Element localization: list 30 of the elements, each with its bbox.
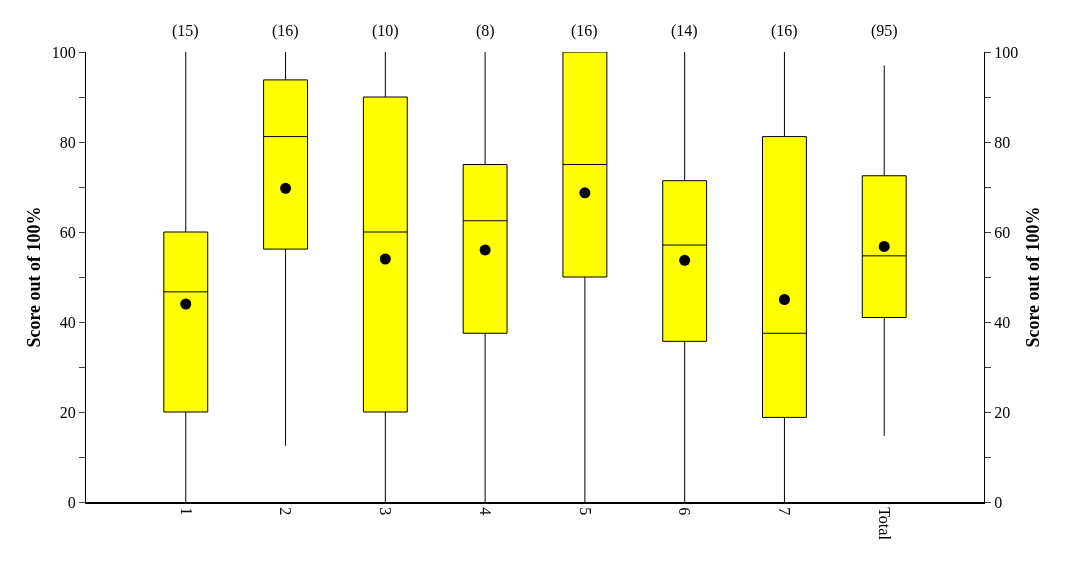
y2-tick-label: 100: [994, 43, 1019, 61]
text: (16): [571, 22, 598, 40]
y-axis-title: Score out of 100%: [24, 206, 44, 348]
y-tick-label: 80: [59, 133, 76, 151]
y2-axis-title: Score out of 100%: [1023, 206, 1043, 348]
x-tick-label: 2: [277, 507, 295, 516]
x-tick-label: 1: [177, 507, 195, 516]
x-tick-label: 6: [676, 507, 694, 516]
y-tick-label: 100: [51, 43, 76, 61]
x-tick-label: 5: [576, 507, 594, 516]
text: (16): [771, 22, 798, 40]
x-tick-label: 3: [377, 507, 395, 516]
x-tick-label: Total: [876, 507, 894, 541]
x-tick-label: 4: [476, 507, 494, 516]
text: (95): [871, 22, 898, 40]
text: (14): [671, 22, 698, 40]
y-tick-label: 20: [59, 403, 76, 421]
y2-tick-label: 20: [994, 403, 1011, 421]
text: (15): [172, 22, 199, 40]
y-tick-label: 40: [59, 313, 76, 331]
y2-tick-label: 40: [994, 313, 1011, 331]
x-tick-label: 7: [776, 507, 794, 516]
y-tick-label: 60: [59, 223, 76, 241]
y2-tick-label: 0: [994, 493, 1003, 511]
y-tick-label: 0: [67, 493, 76, 511]
y2-tick-label: 60: [994, 223, 1011, 241]
text: (10): [372, 22, 399, 40]
text: (16): [272, 22, 299, 40]
text: (8): [476, 22, 495, 40]
y2-tick-label: 80: [994, 133, 1011, 151]
